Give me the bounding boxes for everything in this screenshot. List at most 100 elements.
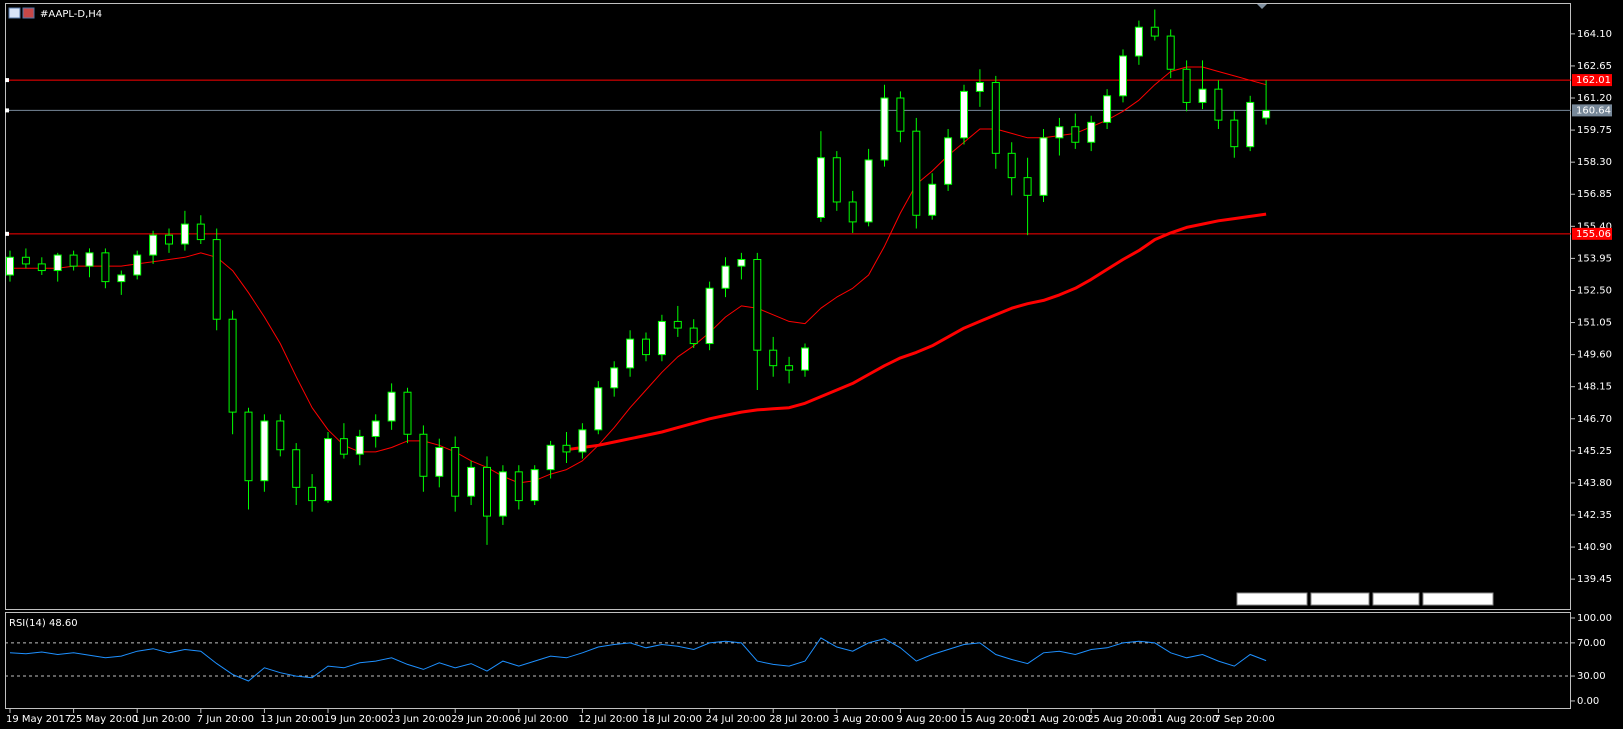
candle-body: [451, 447, 460, 497]
chart-title: #AAPL-D,H4: [40, 9, 102, 20]
x-tick-label: 12 Jul 20:00: [578, 714, 638, 725]
candle-body: [467, 466, 476, 497]
y-tick-label: 143.80: [1577, 478, 1612, 489]
candle-body: [864, 159, 873, 223]
candle-body: [117, 274, 126, 283]
candle-body: [721, 265, 730, 289]
rsi-panel-frame: [5, 612, 1571, 709]
x-tick-label: 25 Aug 20:00: [1087, 714, 1154, 725]
candle-body: [1198, 88, 1207, 103]
x-tick-label: 31 Aug 20:00: [1151, 714, 1218, 725]
x-tick-label: 7 Sep 20:00: [1214, 714, 1274, 725]
candle-body: [371, 420, 380, 437]
y-tick-label: 146.70: [1577, 414, 1612, 425]
candle-body: [1087, 121, 1096, 143]
x-tick-label: 1 Jun 20:00: [133, 714, 190, 725]
candle-body: [785, 365, 794, 371]
y-tick-label: 151.05: [1577, 318, 1612, 329]
candle-body: [1150, 26, 1159, 37]
candle-body: [324, 438, 332, 502]
x-tick-label: 3 Aug 20:00: [833, 714, 894, 725]
x-tick-label: 18 Jul 20:00: [642, 714, 702, 725]
candle-body: [1246, 101, 1255, 148]
candle-body: [753, 258, 762, 351]
candle-body: [944, 137, 953, 185]
y-tick-label: 158.30: [1577, 157, 1612, 168]
candle-body: [483, 466, 491, 517]
candle-body: [1262, 109, 1271, 119]
y-tick-label: 156.85: [1577, 189, 1612, 200]
candle-body: [1055, 126, 1064, 139]
candle-body: [816, 157, 825, 218]
y-tick-label: 145.25: [1577, 446, 1612, 457]
x-tick-label: 13 Jun 20:00: [260, 714, 324, 725]
candle-body: [769, 349, 778, 367]
candle-body: [85, 252, 94, 267]
x-tick-label: 15 Aug 20:00: [960, 714, 1027, 725]
candle-body: [21, 256, 30, 265]
candle-body: [1134, 26, 1143, 57]
candle-body: [737, 258, 746, 267]
candle-body: [165, 234, 173, 245]
candle-body: [1007, 152, 1016, 179]
candle-body: [498, 471, 507, 517]
candle-body: [832, 157, 841, 203]
time-tag: 1 1 1 18:30: [1239, 595, 1291, 605]
candle-body: [244, 411, 253, 482]
y-tick-label: 142.35: [1577, 510, 1612, 521]
y-tick-label: 164.10: [1577, 29, 1612, 40]
main-panel-frame: [5, 3, 1571, 610]
level-price-label: 160.64: [1576, 105, 1611, 116]
candle-body: [212, 239, 221, 320]
symbol-icon: [8, 7, 35, 19]
candle-body: [339, 438, 348, 455]
y-tick-label: 149.60: [1577, 350, 1612, 361]
y-tick-label: 30.00: [1577, 671, 1606, 682]
time-tag: 1 1 21:00: [1313, 595, 1356, 605]
candle-body: [673, 320, 682, 329]
y-tick-label: 152.50: [1577, 285, 1612, 296]
candle-body: [133, 254, 142, 276]
candle-body: [1119, 55, 1127, 97]
candle-body: [546, 444, 555, 471]
candle-body: [689, 327, 698, 345]
time-tag-box: [1372, 592, 1420, 606]
candle-body: [1230, 119, 1239, 148]
candle-body: [419, 433, 428, 477]
y-tick-label: 153.95: [1577, 253, 1612, 264]
rsi-line: [9, 637, 1267, 682]
x-tick-label: 9 Aug 20:00: [896, 714, 957, 725]
candle-body: [292, 449, 301, 488]
candle-body: [355, 435, 364, 455]
x-tick-label: 6 Jul 20:00: [515, 714, 569, 725]
candle-body: [514, 471, 523, 502]
level-handle: [5, 231, 9, 236]
level-price-box: [1572, 227, 1612, 240]
candle-body: [896, 97, 905, 132]
x-tick-label: 28 Jul 20:00: [769, 714, 829, 725]
y-tick-label: 0.00: [1577, 696, 1599, 707]
candle-body: [705, 287, 714, 345]
y-tick-label: 162.65: [1577, 61, 1612, 72]
time-tag: 1 1 1 22:30: [1425, 595, 1477, 605]
candle-body: [260, 420, 269, 482]
candle-body: [912, 130, 921, 216]
x-tick-label: 21 Aug 20:00: [1024, 714, 1091, 725]
candle-body: [848, 201, 857, 223]
y-tick-label: 139.45: [1577, 574, 1612, 585]
candle-body: [228, 318, 237, 413]
x-tick-label: 19 May 2017: [6, 714, 71, 725]
time-tag-box: [1310, 592, 1370, 606]
candle-body: [196, 223, 205, 241]
candle-body: [403, 391, 412, 435]
candle-body: [578, 429, 587, 453]
candle-body: [1103, 95, 1112, 123]
candle-body: [880, 97, 889, 161]
candle-body: [1214, 88, 1223, 121]
candle-body: [387, 391, 396, 422]
candle-body: [6, 256, 14, 276]
rsi-title: RSI(14) 48.60: [9, 618, 78, 629]
x-tick-label: 23 Jun 20:00: [388, 714, 452, 725]
